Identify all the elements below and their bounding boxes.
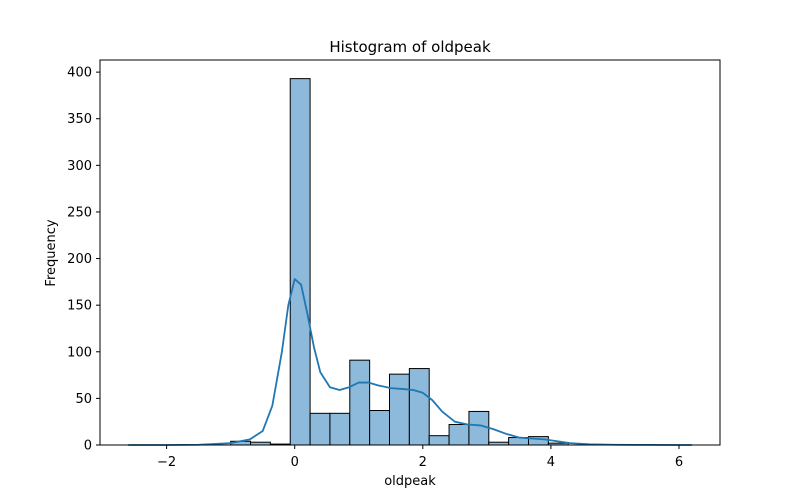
y-tick-label-7: 350 (67, 112, 92, 127)
x-axis-ticks: −2 0 2 4 6 (157, 445, 683, 470)
x-tick-label-4: 6 (675, 455, 683, 470)
x-tick-label-1: 0 (291, 455, 299, 470)
histogram-bar-7 (369, 410, 391, 446)
y-tick-label-1: 50 (75, 392, 92, 407)
x-tick-label-2: 2 (419, 455, 427, 470)
y-tick-label-3: 150 (67, 299, 92, 314)
kde-line (128, 278, 692, 446)
y-tick-label-2: 100 (67, 345, 92, 360)
plot-frame (99, 59, 721, 446)
histogram-bar-4 (309, 412, 331, 446)
x-tick-label-3: 4 (547, 455, 555, 470)
histogram-bar-12 (468, 410, 490, 446)
histogram-bar-5 (329, 412, 351, 446)
y-tick-label-4: 200 (67, 252, 92, 267)
histogram-bar-6 (349, 359, 371, 446)
chart-title: Histogram of oldpeak (329, 38, 491, 56)
y-tick-label-8: 400 (67, 66, 92, 81)
y-axis-ticks: 0 50 100 150 200 250 300 350 400 (67, 66, 100, 454)
y-tick-label-6: 300 (67, 159, 92, 174)
y-tick-label-5: 250 (67, 205, 92, 220)
histogram-bar-11 (448, 423, 470, 446)
histogram-bar-10 (428, 435, 450, 446)
histogram-bar-9 (408, 368, 430, 446)
x-tick-label-0: −2 (157, 455, 176, 470)
y-axis-label: Frequency (44, 219, 59, 286)
y-tick-label-0: 0 (84, 439, 92, 454)
kde-curve-group (128, 278, 692, 446)
histogram-bar-3 (289, 78, 311, 446)
histogram-bar-8 (389, 373, 410, 446)
x-axis-label: oldpeak (384, 474, 436, 489)
